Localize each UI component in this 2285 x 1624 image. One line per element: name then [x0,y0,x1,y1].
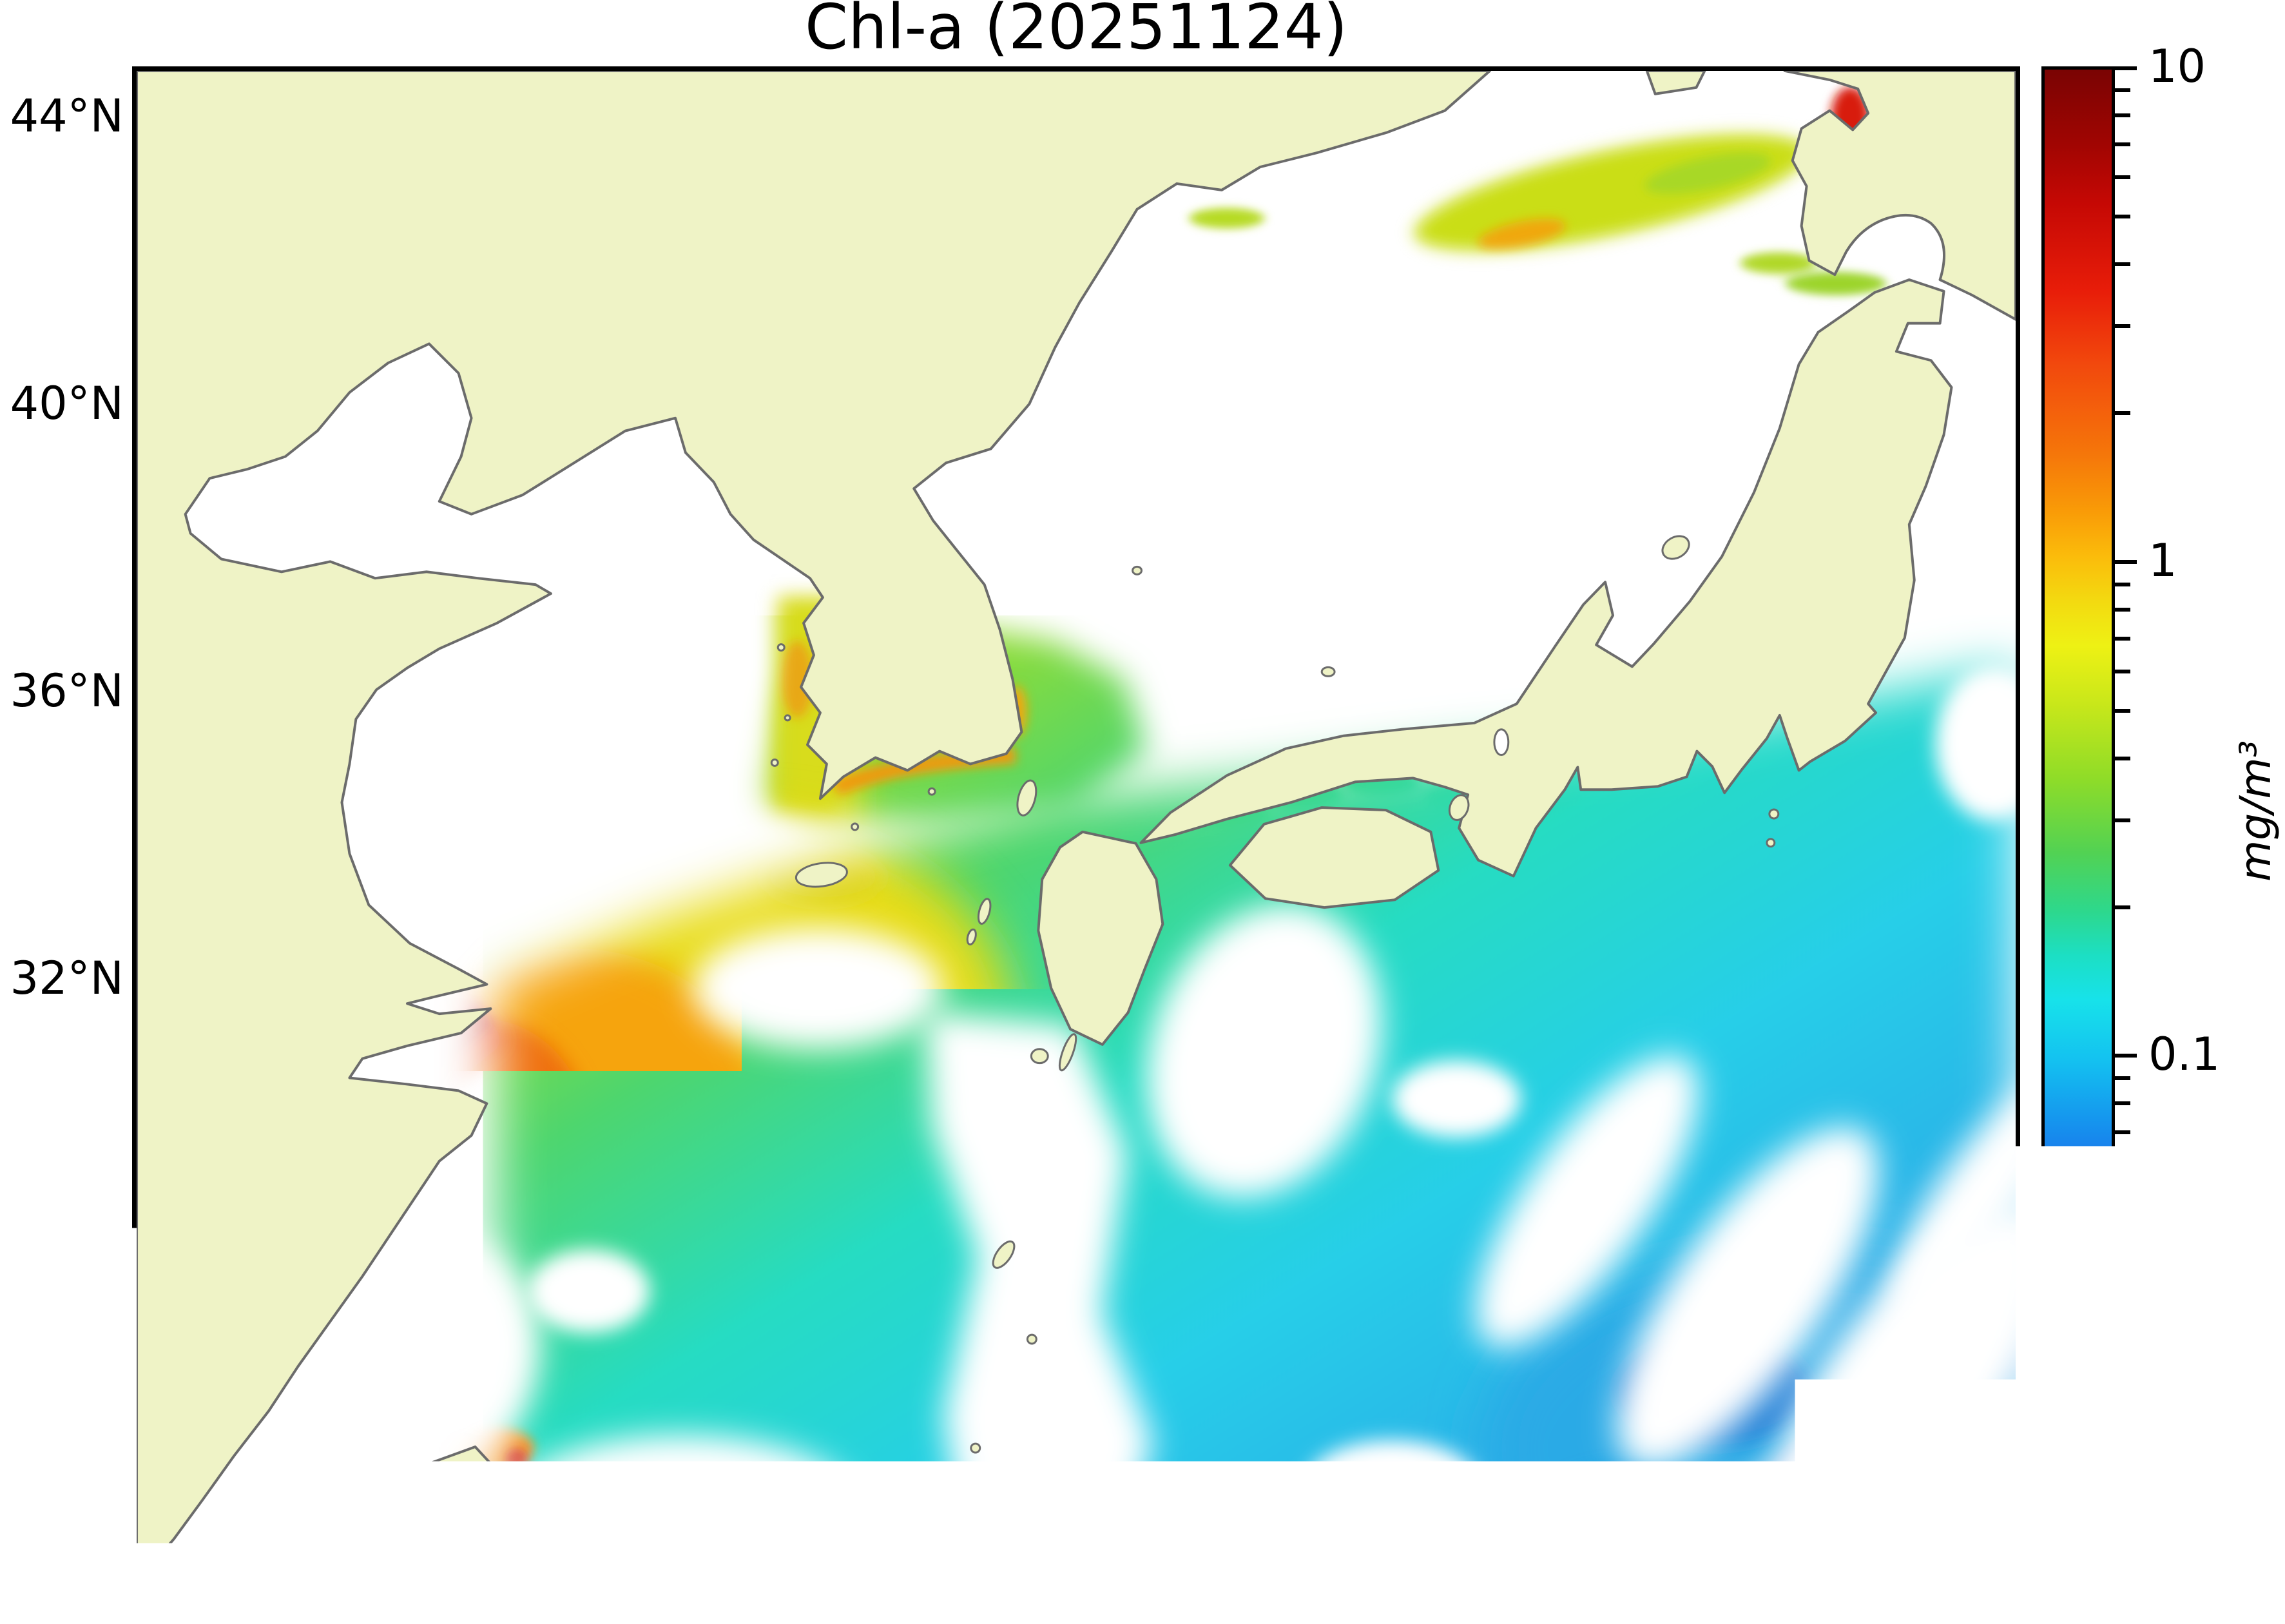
x-tick-label-140e: 140°E [1704,1570,1911,1623]
y-tick-label-32n: 32°N [0,952,124,1005]
y-tick-label-44n: 44°N [0,90,124,142]
y-tick-label-40n: 40°N [0,377,124,430]
plot-title: Chl-a (20251124) [132,0,2020,59]
map-canvas [137,71,2016,1558]
colorbar-tick-label-0p1: 0.1 [2148,1028,2220,1081]
x-tick-label-135e: 135°E [1340,1570,1546,1623]
colorbar-ticks [2115,66,2143,1550]
colorbar-tick-label-0p01: 0.01 [2148,1522,2249,1574]
x-tick-label-125e: 125°E [610,1570,816,1623]
figure: Chl-a (20251124) 44°N 40°N 36°N 32°N 28°… [0,0,2285,1624]
colorbar-tick-label-10: 10 [2148,40,2206,93]
lake-biwa [1494,730,1509,755]
x-tick-label-130e: 130°E [975,1570,1181,1623]
colorbar [2041,66,2115,1550]
y-tick-label-24n: 24°N [0,1527,124,1580]
colorbar-unit-label: mg/m³ [2231,740,2280,882]
map-panel [132,66,2020,1563]
y-tick-label-28n: 28°N [0,1239,124,1292]
colorbar-tick-label-1: 1 [2148,534,2177,587]
x-tick-label-120e: 120°E [246,1570,452,1623]
y-tick-label-36n: 36°N [0,664,124,717]
